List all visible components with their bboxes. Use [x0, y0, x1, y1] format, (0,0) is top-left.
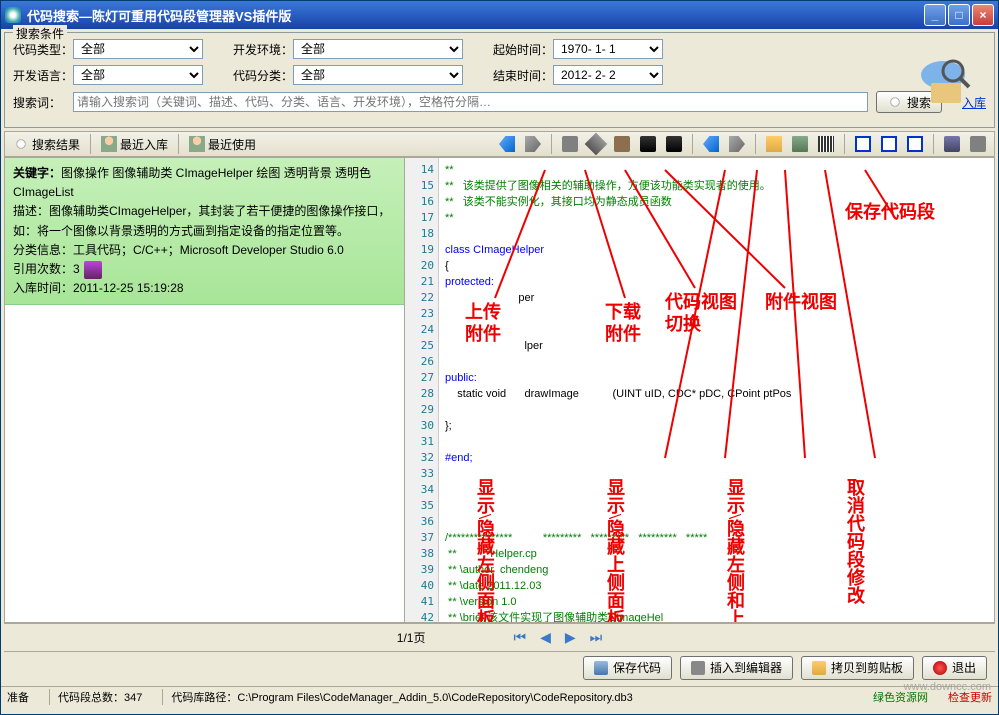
select-code-type[interactable]: 全部: [73, 39, 203, 59]
line-gutter: 14 15 16 17 18 19 20 21 22 23 24 25 26 2…: [405, 158, 439, 622]
insert-icon: [691, 661, 705, 675]
film-icon: [818, 136, 834, 152]
tb-upload[interactable]: [610, 134, 634, 154]
panel2-icon: [881, 136, 897, 152]
minimize-button[interactable]: _: [924, 4, 946, 26]
tb-film[interactable]: [814, 134, 838, 154]
folder2-icon: [792, 136, 808, 152]
label-code-cat: 代码分类：: [233, 67, 293, 84]
binoculars-icon: [666, 136, 682, 152]
status-path: 代码库路径：C:\Program Files\CodeManager_Addin…: [162, 689, 632, 705]
upload-icon: [614, 136, 630, 152]
titlebar: 代码搜索—陈灯可重用代码段管理器VS插件版 _ □ ×: [1, 1, 998, 29]
tb-next[interactable]: [725, 134, 749, 154]
archive-icon: [84, 261, 102, 279]
pager-prev[interactable]: ◀: [540, 629, 551, 646]
copy-button[interactable]: 拷贝到剪贴板: [801, 656, 914, 680]
label-start-date: 起始时间：: [493, 41, 553, 58]
select-dev-lang[interactable]: 全部: [73, 65, 203, 85]
person-icon: [189, 136, 205, 152]
select-end-date[interactable]: 2012- 2- 2: [553, 65, 663, 85]
tb-save[interactable]: [940, 134, 964, 154]
tb-panel1[interactable]: [851, 134, 875, 154]
folder-icon: [766, 136, 782, 152]
tb-panel3[interactable]: [903, 134, 927, 154]
panel1-icon: [855, 136, 871, 152]
close-button[interactable]: ×: [972, 4, 994, 26]
cancel-icon: [970, 136, 986, 152]
next-icon: [729, 136, 745, 152]
label-keyword: 搜索词：: [13, 94, 73, 111]
person-icon: [101, 136, 117, 152]
wrench-icon: [585, 133, 608, 156]
clipboard-icon: [812, 661, 826, 675]
forward-icon: [525, 136, 541, 152]
tb-tool[interactable]: [584, 134, 608, 154]
select-start-date[interactable]: 1970- 1- 1: [553, 39, 663, 59]
status-total: 代码段总数：347: [49, 689, 142, 705]
status-ready: 准备: [7, 689, 29, 705]
download-icon: [640, 136, 656, 152]
watermark: www.downcc.com: [904, 681, 991, 693]
tb-panel2[interactable]: [877, 134, 901, 154]
save-icon: [944, 136, 960, 152]
tab-results[interactable]: 搜索结果: [9, 134, 84, 155]
content-area: 关键字：图像操作 图像辅助类 CImageHelper 绘图 透明背景 透明色 …: [4, 157, 995, 623]
select-dev-env[interactable]: 全部: [293, 39, 463, 59]
result-item[interactable]: 关键字：图像操作 图像辅助类 CImageHelper 绘图 透明背景 透明色 …: [5, 158, 404, 305]
search-icon: [13, 136, 29, 152]
tab-recent-use[interactable]: 最近使用: [185, 134, 260, 155]
tb-open[interactable]: [762, 134, 786, 154]
tab-recent-in[interactable]: 最近入库: [97, 134, 172, 155]
search-panel: 搜索条件 代码类型： 全部 开发环境： 全部 起始时间： 1970- 1- 1 …: [4, 32, 995, 128]
tb-download[interactable]: [636, 134, 660, 154]
panel3-icon: [907, 136, 923, 152]
pager-next[interactable]: ▶: [565, 629, 576, 646]
search-input[interactable]: [73, 92, 868, 112]
save-code-button[interactable]: 保存代码: [583, 656, 672, 680]
code-editor[interactable]: ** ** 该类提供了图像相关的辅助操作，方便该功能类实现者的使用。 ** 该类…: [439, 158, 994, 622]
tb-open2[interactable]: [788, 134, 812, 154]
maximize-button[interactable]: □: [948, 4, 970, 26]
results-pane: 关键字：图像操作 图像辅助类 CImageHelper 绘图 透明背景 透明色 …: [5, 158, 405, 622]
search-legend: 搜索条件: [13, 25, 67, 42]
label-dev-lang: 开发语言：: [13, 67, 73, 84]
pager-first[interactable]: ⏮: [513, 629, 526, 646]
exit-button[interactable]: 退出: [922, 656, 987, 680]
code-pane: 14 15 16 17 18 19 20 21 22 23 24 25 26 2…: [405, 158, 994, 622]
app-icon: [5, 7, 21, 23]
bottom-bar: 保存代码 插入到编辑器 拷贝到剪贴板 退出: [4, 651, 995, 683]
pager: 1/1页 ⏮ ◀ ▶ ⏭: [4, 623, 995, 651]
exit-icon: [933, 661, 947, 675]
tb-prev[interactable]: [699, 134, 723, 154]
main-window: 代码搜索—陈灯可重用代码段管理器VS插件版 _ □ × 搜索条件 代码类型： 全…: [0, 0, 999, 715]
page-indicator: 1/1页: [397, 629, 426, 646]
toolbar: 搜索结果 最近入库 最近使用: [4, 131, 995, 157]
status-bar: 准备 代码段总数：347 代码库路径：C:\Program Files\Code…: [1, 686, 998, 706]
label-code-type: 代码类型：: [13, 41, 73, 58]
tb-bino[interactable]: [662, 134, 686, 154]
doc-icon: [562, 136, 578, 152]
window-title: 代码搜索—陈灯可重用代码段管理器VS插件版: [27, 6, 922, 25]
tb-back[interactable]: [495, 134, 519, 154]
prev-icon: [703, 136, 719, 152]
search-hero-icon: [907, 45, 979, 117]
label-dev-env: 开发环境：: [233, 41, 293, 58]
insert-button[interactable]: 插入到编辑器: [680, 656, 793, 680]
tb-fwd[interactable]: [521, 134, 545, 154]
tb-cancel[interactable]: [966, 134, 990, 154]
label-end-date: 结束时间：: [493, 67, 553, 84]
select-code-cat[interactable]: 全部: [293, 65, 463, 85]
save-icon: [594, 661, 608, 675]
magnifier-icon: [887, 94, 903, 110]
pager-last[interactable]: ⏭: [590, 629, 603, 646]
tb-doc[interactable]: [558, 134, 582, 154]
back-icon: [499, 136, 515, 152]
